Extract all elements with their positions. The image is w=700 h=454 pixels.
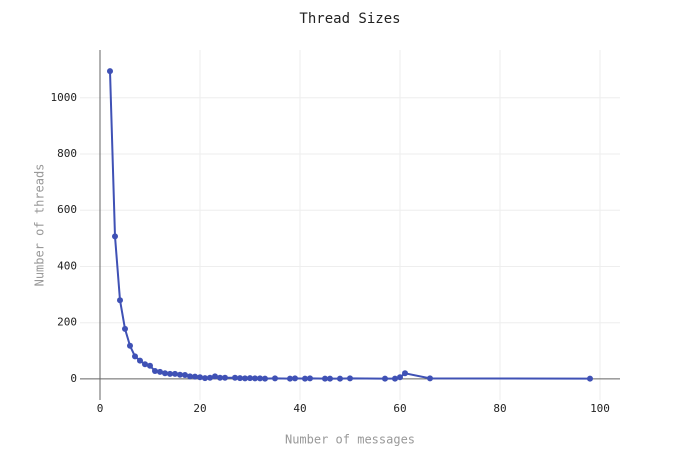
data-point	[247, 375, 253, 382]
data-point	[112, 233, 118, 240]
data-point	[292, 375, 298, 382]
data-point	[287, 375, 293, 382]
data-point	[182, 371, 188, 378]
data-point	[262, 375, 268, 382]
data-point	[167, 370, 173, 377]
data-point	[207, 374, 213, 381]
x-tick-label: 0	[97, 402, 104, 415]
data-point	[382, 375, 388, 382]
data-point	[307, 375, 313, 382]
data-point	[157, 368, 163, 375]
data-point	[192, 373, 198, 380]
y-tick-label: 200	[57, 316, 77, 329]
data-point	[177, 371, 183, 378]
x-tick-label: 60	[393, 402, 406, 415]
data-point	[392, 375, 398, 382]
data-point	[132, 353, 138, 360]
y-tick-label: 600	[57, 203, 77, 216]
y-axis-label: Number of threads	[33, 164, 47, 287]
y-tick-label: 800	[57, 147, 77, 160]
data-point	[197, 374, 203, 381]
data-line	[109, 71, 591, 380]
data-point	[327, 375, 333, 382]
data-point	[347, 375, 353, 382]
data-point	[172, 370, 178, 377]
data-point	[222, 374, 228, 381]
data-point	[152, 368, 158, 375]
x-axis-label: Number of messages	[285, 433, 415, 447]
data-point	[397, 374, 403, 381]
x-tick-label: 80	[493, 402, 506, 415]
chart-title: Thread Sizes	[299, 11, 400, 27]
data-point	[142, 361, 148, 368]
data-point	[202, 375, 208, 382]
data-point	[257, 375, 263, 382]
data-point	[272, 375, 278, 382]
data-point	[212, 373, 218, 380]
y-tick-label: 0	[70, 372, 77, 385]
data-point	[147, 362, 153, 369]
data-point	[252, 375, 258, 382]
data-point	[117, 297, 123, 304]
y-tick-label: 400	[57, 259, 77, 272]
data-point	[122, 325, 128, 332]
y-tick-label: 1000	[51, 91, 78, 104]
data-point	[162, 370, 168, 377]
data-point	[217, 374, 223, 381]
data-point	[232, 374, 238, 381]
data-point	[107, 68, 113, 75]
data-point	[302, 375, 308, 382]
data-point	[402, 370, 408, 377]
data-point	[587, 375, 593, 382]
x-tick-label: 20	[193, 402, 206, 415]
data-point	[187, 373, 193, 380]
data-point	[237, 375, 243, 382]
x-tick-label: 40	[293, 402, 306, 415]
data-point	[322, 375, 328, 382]
data-point	[127, 342, 133, 349]
data-point	[137, 357, 143, 364]
data-point	[242, 375, 248, 382]
x-tick-label: 100	[590, 402, 610, 415]
data-point	[337, 375, 343, 382]
data-point	[427, 375, 433, 382]
